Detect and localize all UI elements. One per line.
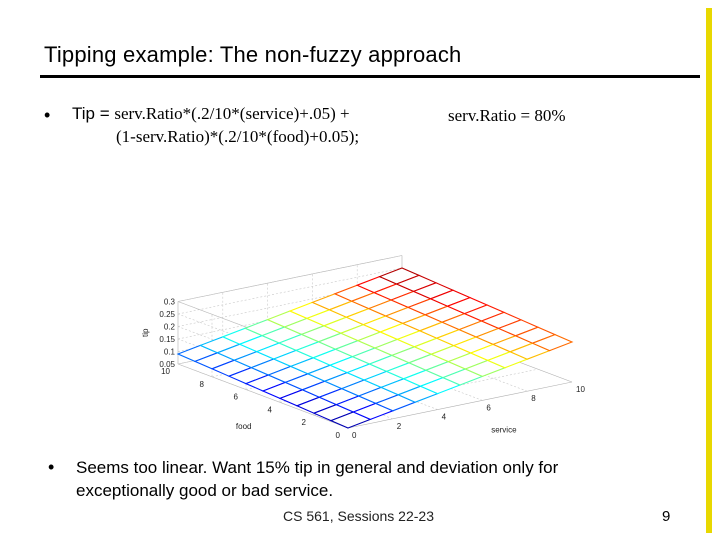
serv-ratio-label: serv.Ratio = 80% (448, 106, 566, 125)
z-axis-label: tip (141, 328, 150, 337)
bullet-2-text: Seems too linear. Want 15% tip in genera… (76, 458, 559, 500)
y-tick-label: 2 (302, 418, 307, 427)
slide-title: Tipping example: The non-fuzzy approach (44, 42, 462, 67)
x-axis-label: service (491, 426, 517, 435)
z-tick-label: 0.15 (159, 335, 175, 344)
z-tick-label: 0.25 (159, 310, 175, 319)
decorative-bar (706, 8, 712, 533)
z-tick-label: 0.05 (159, 360, 175, 369)
y-tick-label: 10 (161, 367, 170, 376)
y-tick-label: 8 (200, 380, 205, 389)
y-tick-label: 4 (268, 405, 273, 414)
formula-line-2: (1-serv.Ratio)*(.2/10*(food)+0.05); (116, 127, 360, 146)
bullet-icon: • (48, 457, 55, 477)
x-tick-label: 2 (397, 422, 402, 431)
x-tick-label: 0 (352, 431, 357, 440)
surface-patch (531, 334, 574, 352)
x-tick-label: 6 (486, 403, 491, 412)
y-axis-label: food (236, 422, 252, 431)
z-tick-label: 0.2 (164, 323, 176, 332)
axis-box-edge (177, 255, 403, 302)
z-tick-label: 0.1 (164, 348, 176, 357)
z-tick-label: 0.3 (164, 298, 176, 307)
x-tick-label: 4 (442, 413, 447, 422)
tip-prefix: Tip = (72, 104, 115, 123)
y-tick-label: 0 (336, 431, 341, 440)
footer-text: CS 561, Sessions 22-23 (283, 508, 434, 524)
bullet-icon: • (44, 105, 51, 125)
formula-part-1: serv.Ratio*(.2/10*(service)+.05) + (114, 104, 350, 123)
y-tick-label: 6 (234, 393, 239, 402)
axis-box-edge (177, 363, 349, 429)
formula-line-1: Tip = serv.Ratio*(.2/10*(service)+.05) + (72, 104, 350, 124)
x-tick-label: 8 (531, 394, 536, 403)
x-tick-label: 10 (576, 385, 585, 394)
page-number: 9 (662, 508, 671, 525)
axis-box-edge (347, 381, 573, 429)
title-underline (40, 75, 700, 78)
